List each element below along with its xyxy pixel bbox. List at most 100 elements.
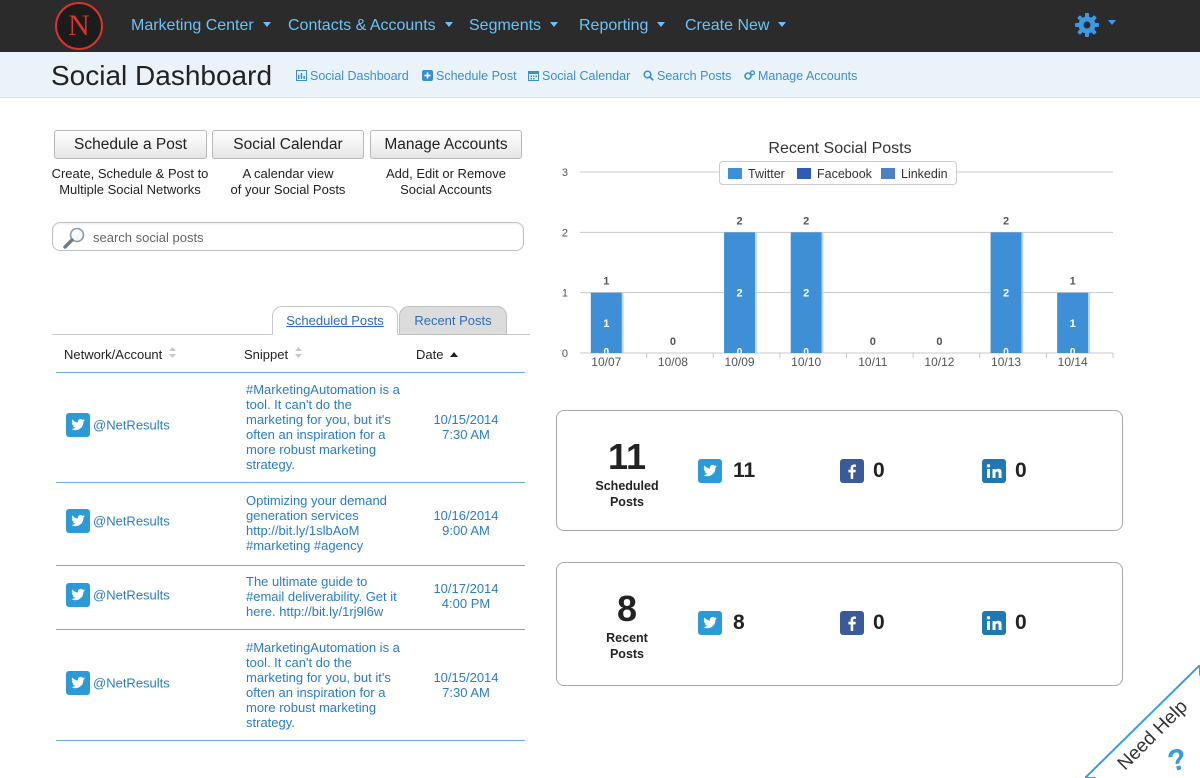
facebook-icon <box>840 611 864 635</box>
scheduled-twitter-count: 11 <box>733 459 756 482</box>
social-calendar-button[interactable]: Social Calendar <box>212 130 364 159</box>
scheduled-count: 11 <box>607 436 647 477</box>
scheduled-label: Scheduled Posts <box>595 479 659 509</box>
recent-linkedin-count: 0 <box>1015 611 1027 634</box>
legend-item-facebook[interactable]: Facebook <box>797 167 872 181</box>
bar-chart-icon <box>296 70 307 81</box>
netresults-logo[interactable]: N <box>55 2 103 50</box>
sort-icon <box>295 347 303 358</box>
nav-contacts-accounts[interactable]: Contacts & Accounts <box>288 16 453 36</box>
bar-value-label: 2 <box>803 288 809 300</box>
y-tick-label: 0 <box>562 348 568 360</box>
link-social-dashboard[interactable]: Social Dashboard <box>296 68 409 84</box>
total-value-label: 0 <box>670 336 676 348</box>
manage-accounts-description: Add, Edit or Remove Social Accounts <box>386 166 506 197</box>
linkedin-icon <box>982 459 1006 483</box>
date-cell: 10/16/2014 9:00 AM <box>433 508 499 538</box>
sort-icon <box>169 347 177 358</box>
calendar-icon <box>528 71 539 81</box>
table-divider <box>56 629 525 630</box>
snippet-cell[interactable]: The ultimate guide to #email deliverabil… <box>246 574 397 619</box>
search-input[interactable] <box>93 227 513 247</box>
total-value-label: 2 <box>803 215 809 227</box>
manage-accounts-button[interactable]: Manage Accounts <box>370 130 522 159</box>
sort-ascending-icon <box>450 352 459 357</box>
gear-icon[interactable] <box>1074 12 1100 38</box>
zero-series-label: 0 <box>604 347 610 358</box>
logo-letter: N <box>68 9 90 42</box>
nav-reporting[interactable]: Reporting <box>579 16 666 36</box>
recent-twitter-count: 8 <box>733 611 745 634</box>
link-social-calendar[interactable]: Social Calendar <box>528 68 630 84</box>
y-tick-label: 2 <box>562 227 568 239</box>
table-divider <box>56 565 525 566</box>
link-search-posts[interactable]: Search Posts <box>643 68 731 84</box>
page-header: Social Dashboard Social Dashboard Schedu… <box>0 52 1200 98</box>
twitter-icon <box>66 413 90 437</box>
date-cell: 10/17/2014 4:00 PM <box>433 581 499 611</box>
nav-marketing-center[interactable]: Marketing Center <box>131 16 271 36</box>
settings-chevron-down-icon[interactable] <box>1108 20 1116 25</box>
page-title: Social Dashboard <box>51 60 273 91</box>
tab-recent-posts[interactable]: Recent Posts <box>399 306 507 335</box>
table-divider <box>56 372 525 373</box>
column-header-date[interactable]: Date <box>416 347 459 363</box>
x-tick-label: 10/13 <box>991 355 1021 369</box>
chevron-down-icon <box>778 22 787 27</box>
social-calendar-description: A calendar view of your Social Posts <box>230 166 346 197</box>
chart-legend: Twitter Facebook Linkedin <box>719 161 957 185</box>
zero-series-label: 0 <box>1003 347 1009 358</box>
bar-twitter <box>1057 292 1089 353</box>
twitter-icon <box>66 583 90 607</box>
snippet-cell[interactable]: #MarketingAutomation is a tool. It can't… <box>246 640 400 730</box>
bar-twitter <box>724 232 756 353</box>
legend-item-linkedin[interactable]: Linkedin <box>881 167 948 181</box>
bar-value-label: 1 <box>1070 318 1076 330</box>
legend-item-twitter[interactable]: Twitter <box>728 167 785 181</box>
snippet-cell[interactable]: Optimizing your demand generation servic… <box>246 493 387 553</box>
account-cell[interactable]: @NetResults <box>66 671 170 695</box>
date-cell: 10/15/2014 7:30 AM <box>433 412 499 442</box>
column-header-snippet[interactable]: Snippet <box>244 347 303 363</box>
x-tick-label: 10/11 <box>858 355 887 369</box>
total-value-label: 2 <box>1003 215 1009 227</box>
zero-series-label: 0 <box>1070 347 1076 358</box>
x-tick-label: 10/14 <box>1058 355 1088 369</box>
link-schedule-post[interactable]: Schedule Post <box>422 68 517 84</box>
bar-twitter <box>990 232 1022 353</box>
scheduled-posts-card: 11 Scheduled Posts 11 0 0 <box>556 410 1123 531</box>
x-tick-label: 10/09 <box>725 355 755 369</box>
recent-facebook-count: 0 <box>873 611 885 634</box>
bar-twitter <box>790 232 822 353</box>
zero-series-label: 0 <box>803 347 809 358</box>
account-cell[interactable]: @NetResults <box>66 583 170 607</box>
bar-value-label: 2 <box>737 288 743 300</box>
x-tick-label: 10/07 <box>591 355 621 369</box>
zero-series-label: 0 <box>737 347 743 358</box>
column-header-network[interactable]: Network/Account <box>64 347 177 363</box>
chart-title: Recent Social Posts <box>768 140 912 157</box>
tab-scheduled-posts[interactable]: Scheduled Posts <box>272 306 398 335</box>
link-manage-accounts[interactable]: Manage Accounts <box>744 68 857 84</box>
total-value-label: 1 <box>1070 276 1076 288</box>
table-divider <box>56 740 525 741</box>
need-help-button[interactable]: Need Help ? <box>1085 665 1200 778</box>
gears-icon <box>744 70 755 80</box>
recent-posts-chart: 012310/0710110/08010/0920210/1020210/110… <box>562 167 1114 369</box>
snippet-cell[interactable]: #MarketingAutomation is a tool. It can't… <box>246 382 400 472</box>
chevron-down-icon <box>657 22 666 27</box>
total-value-label: 1 <box>603 276 609 288</box>
total-value-label: 0 <box>870 336 876 348</box>
account-cell[interactable]: @NetResults <box>66 413 170 437</box>
recent-label: Recent Posts <box>606 631 648 661</box>
schedule-post-button[interactable]: Schedule a Post <box>54 130 207 159</box>
nav-create-new[interactable]: Create New <box>685 16 787 36</box>
total-value-label: 0 <box>936 336 942 348</box>
top-navbar: N Marketing Center Contacts & Accounts S… <box>0 0 1200 52</box>
nav-segments[interactable]: Segments <box>469 16 559 36</box>
account-cell[interactable]: @NetResults <box>66 509 170 533</box>
twitter-icon <box>66 671 90 695</box>
schedule-post-description: Create, Schedule & Post to Multiple Socia… <box>51 166 209 197</box>
chevron-down-icon <box>262 22 271 27</box>
y-tick-label: 1 <box>562 288 568 300</box>
